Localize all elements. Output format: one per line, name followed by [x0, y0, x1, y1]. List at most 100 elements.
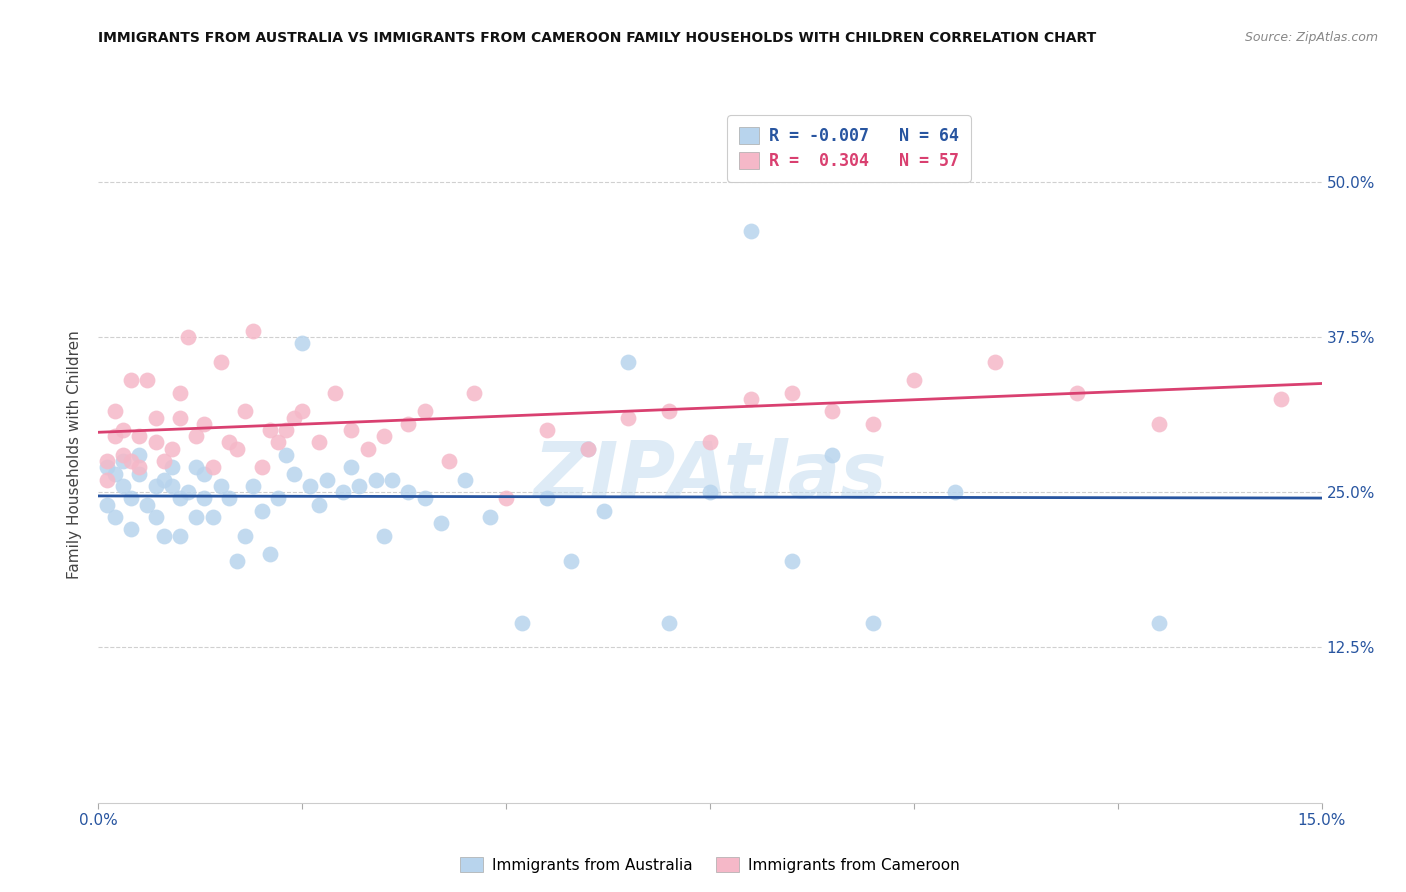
Point: [1147, 417, 1170, 431]
Point: [349, 479, 371, 493]
Point: [160, 460, 183, 475]
Point: [169, 410, 191, 425]
Point: [536, 491, 558, 506]
Point: [1147, 615, 1170, 630]
Point: [463, 385, 485, 400]
Point: [96, 473, 118, 487]
Point: [984, 355, 1007, 369]
Point: [111, 448, 134, 462]
Point: [145, 410, 167, 425]
Point: [201, 460, 224, 475]
Point: [242, 324, 264, 338]
Point: [283, 410, 305, 425]
Point: [381, 473, 404, 487]
Point: [96, 454, 118, 468]
Point: [160, 442, 183, 456]
Point: [617, 410, 640, 425]
Point: [177, 485, 200, 500]
Point: [332, 485, 354, 500]
Point: [193, 467, 215, 481]
Point: [780, 385, 803, 400]
Point: [250, 460, 273, 475]
Point: [152, 454, 174, 468]
Point: [780, 553, 803, 567]
Point: [233, 404, 256, 418]
Point: [128, 448, 150, 462]
Point: [340, 423, 363, 437]
Point: [943, 485, 966, 500]
Point: [193, 417, 215, 431]
Point: [283, 467, 305, 481]
Point: [111, 479, 134, 493]
Point: [128, 460, 150, 475]
Point: [430, 516, 453, 531]
Point: [186, 460, 208, 475]
Point: [267, 491, 290, 506]
Text: ZIPAtlas: ZIPAtlas: [533, 438, 887, 514]
Point: [821, 448, 844, 462]
Point: [145, 479, 167, 493]
Point: [104, 404, 127, 418]
Point: [699, 435, 721, 450]
Point: [308, 498, 330, 512]
Point: [152, 529, 174, 543]
Point: [308, 435, 330, 450]
Point: [396, 417, 419, 431]
Point: [226, 442, 249, 456]
Point: [209, 479, 232, 493]
Point: [160, 479, 183, 493]
Point: [201, 510, 224, 524]
Point: [437, 454, 460, 468]
Point: [658, 404, 681, 418]
Point: [145, 510, 167, 524]
Point: [169, 385, 191, 400]
Point: [512, 615, 534, 630]
Point: [136, 373, 159, 387]
Point: [291, 336, 314, 351]
Point: [104, 467, 127, 481]
Point: [740, 224, 762, 238]
Point: [96, 460, 118, 475]
Point: [396, 485, 419, 500]
Point: [259, 547, 281, 561]
Point: [250, 504, 273, 518]
Point: [193, 491, 215, 506]
Point: [111, 454, 134, 468]
Point: [340, 460, 363, 475]
Point: [699, 485, 721, 500]
Text: IMMIGRANTS FROM AUSTRALIA VS IMMIGRANTS FROM CAMEROON FAMILY HOUSEHOLDS WITH CHI: IMMIGRANTS FROM AUSTRALIA VS IMMIGRANTS …: [98, 31, 1097, 45]
Point: [299, 479, 322, 493]
Point: [454, 473, 477, 487]
Point: [593, 504, 616, 518]
Point: [145, 435, 167, 450]
Point: [226, 553, 249, 567]
Point: [576, 442, 599, 456]
Point: [267, 435, 290, 450]
Point: [862, 417, 884, 431]
Point: [560, 553, 582, 567]
Point: [315, 473, 337, 487]
Point: [1066, 385, 1088, 400]
Point: [356, 442, 378, 456]
Point: [323, 385, 346, 400]
Point: [186, 510, 208, 524]
Point: [617, 355, 640, 369]
Text: Source: ZipAtlas.com: Source: ZipAtlas.com: [1244, 31, 1378, 45]
Point: [120, 523, 142, 537]
Point: [209, 355, 232, 369]
Point: [96, 498, 118, 512]
Point: [576, 442, 599, 456]
Point: [128, 429, 150, 443]
Point: [233, 529, 256, 543]
Point: [169, 491, 191, 506]
Point: [218, 435, 240, 450]
Point: [177, 330, 200, 344]
Point: [242, 479, 264, 493]
Point: [903, 373, 925, 387]
Point: [373, 429, 395, 443]
Point: [364, 473, 387, 487]
Point: [259, 423, 281, 437]
Point: [478, 510, 501, 524]
Point: [136, 498, 159, 512]
Point: [120, 373, 142, 387]
